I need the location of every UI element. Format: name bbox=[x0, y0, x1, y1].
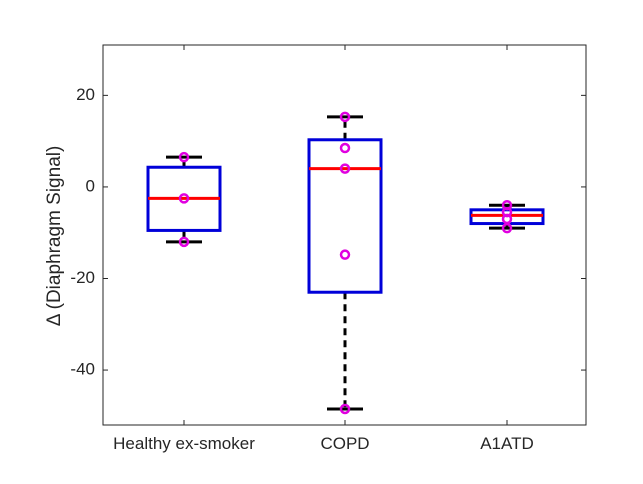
x-tick-label: A1ATD bbox=[480, 434, 534, 453]
data-point bbox=[178, 193, 190, 204]
data-point bbox=[339, 403, 351, 415]
y-axis-title: Δ (Diaphragm Signal) bbox=[44, 146, 65, 327]
data-point bbox=[339, 249, 351, 260]
data-point bbox=[339, 142, 351, 154]
box-group-1 bbox=[307, 115, 383, 411]
iqr-box bbox=[307, 138, 383, 294]
data-point bbox=[178, 236, 190, 248]
data-point bbox=[339, 163, 351, 174]
data-point bbox=[501, 222, 513, 234]
y-tick-label: 20 bbox=[76, 85, 95, 104]
data-point bbox=[339, 111, 351, 123]
x-tick-label: Healthy ex-smoker bbox=[113, 434, 255, 453]
x-tick-label: COPD bbox=[320, 434, 369, 453]
y-tick-label: -20 bbox=[70, 268, 95, 287]
y-tick-label: 0 bbox=[86, 176, 95, 195]
y-tick-label: -40 bbox=[70, 360, 95, 379]
box-group-0 bbox=[146, 155, 222, 244]
data-point bbox=[178, 151, 190, 163]
